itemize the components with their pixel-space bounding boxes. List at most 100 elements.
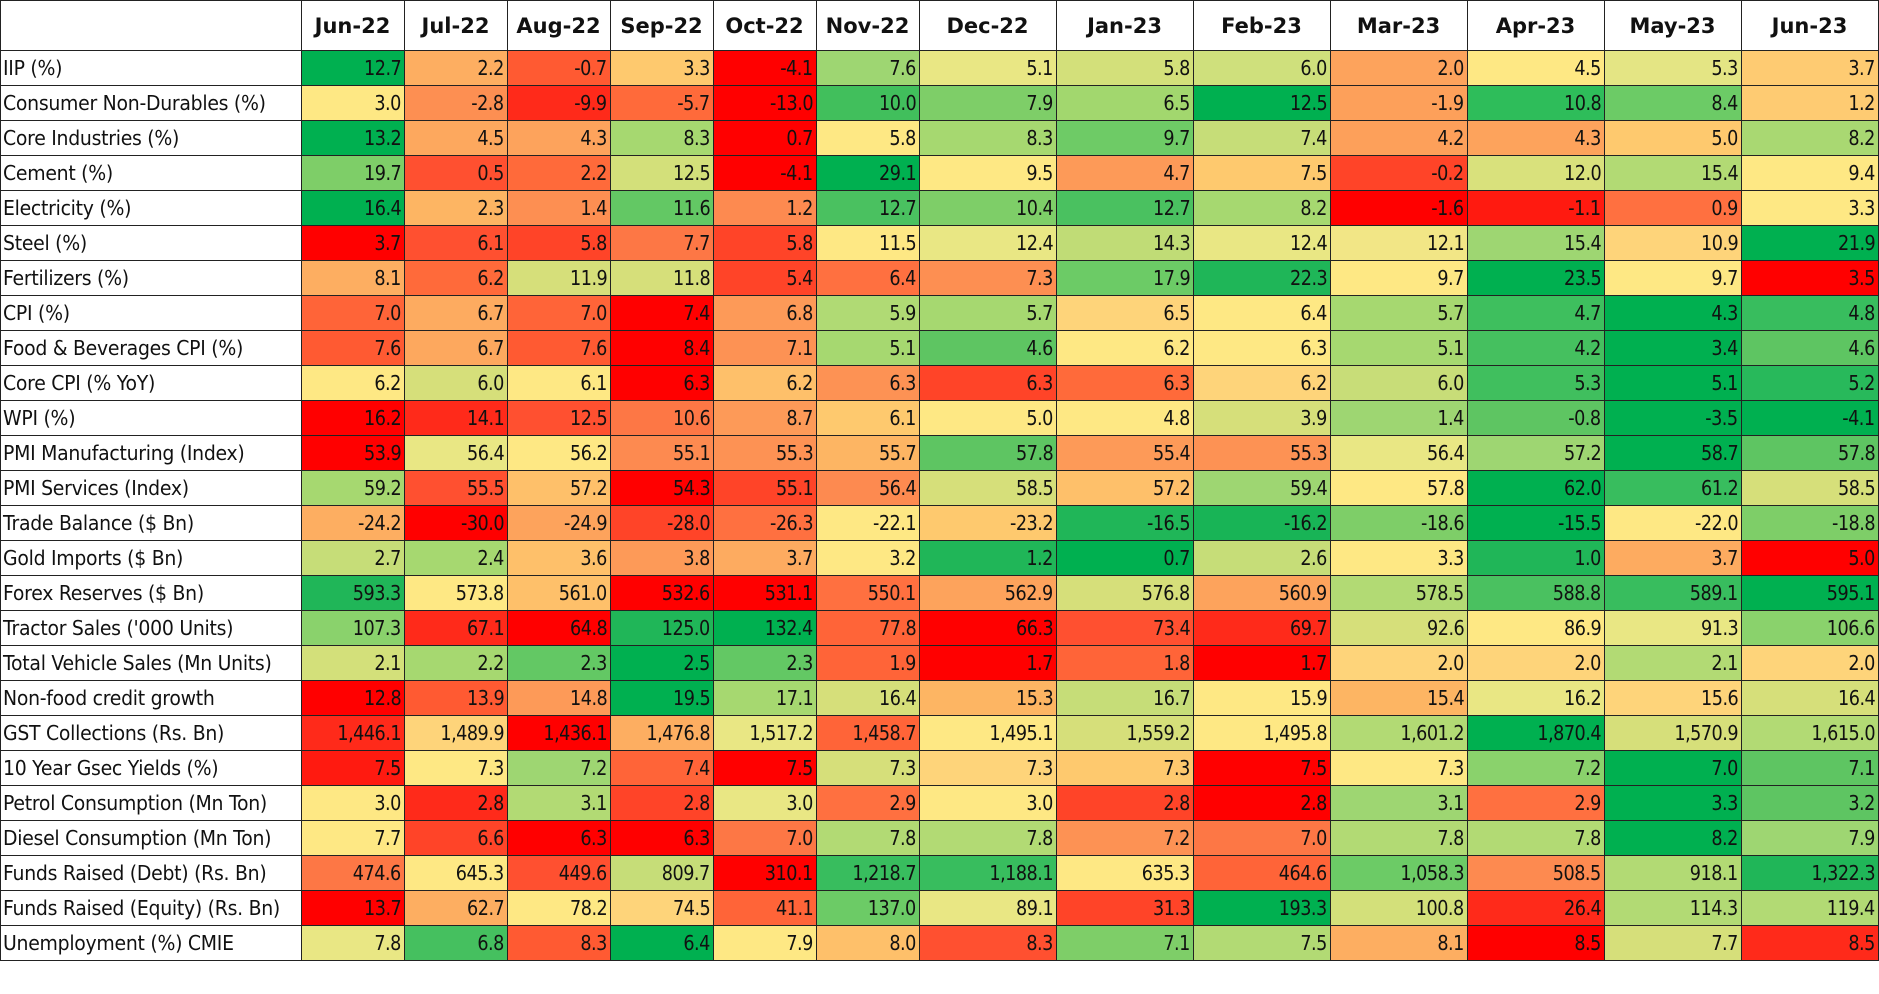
table-row: PMI Manufacturing (Index) 53.9 56.4 56.2 55.… xyxy=(0,435,1879,471)
column-header: Oct-22 xyxy=(713,0,817,51)
table-row: Funds Raised (Debt) (Rs. Bn) 474.6 645.3 44… xyxy=(0,855,1879,891)
value-cell: -0.7 xyxy=(507,50,611,86)
value-cell: -0.8 xyxy=(1467,400,1605,436)
value-cell: 74.5 xyxy=(610,890,714,926)
cell-value: 106.6 xyxy=(1827,616,1875,640)
cell-value: 7.0 xyxy=(1300,826,1328,850)
row-label-cell: Non-food credit growth xyxy=(0,680,302,716)
cell-value: 9.5 xyxy=(1026,161,1054,185)
cell-value: 6.3 xyxy=(580,826,608,850)
row-label: Petrol Consumption (Mn Ton) xyxy=(3,791,268,815)
cell-value: 4.7 xyxy=(1574,301,1602,325)
value-cell: 3.7 xyxy=(713,540,817,576)
value-cell: 6.1 xyxy=(507,365,611,401)
value-cell: 7.4 xyxy=(1193,120,1331,156)
value-cell: 73.4 xyxy=(1056,610,1194,646)
value-cell: 6.8 xyxy=(713,295,817,331)
value-cell: 1,570.9 xyxy=(1604,715,1742,751)
row-label: Gold Imports ($ Bn) xyxy=(3,546,184,570)
cell-value: 8.5 xyxy=(1574,931,1602,955)
value-cell: 57.2 xyxy=(1467,435,1605,471)
value-cell: 7.0 xyxy=(713,820,817,856)
cell-value: 5.8 xyxy=(786,231,814,255)
value-cell: 3.0 xyxy=(919,785,1057,821)
cell-value: 3.3 xyxy=(1848,196,1876,220)
cell-value: -16.5 xyxy=(1146,511,1191,535)
value-cell: -26.3 xyxy=(713,505,817,541)
value-cell: 6.1 xyxy=(816,400,920,436)
value-cell: 3.2 xyxy=(816,540,920,576)
value-cell: 7.5 xyxy=(1193,750,1331,786)
value-cell: 11.9 xyxy=(507,260,611,296)
cell-value: 3.6 xyxy=(580,546,608,570)
cell-value: 58.5 xyxy=(1837,476,1876,500)
value-cell: 12.8 xyxy=(301,680,405,716)
column-header: May-23 xyxy=(1604,0,1742,51)
value-cell: 464.6 xyxy=(1193,855,1331,891)
cell-value: 12.7 xyxy=(1152,196,1191,220)
row-label: 10 Year Gsec Yields (%) xyxy=(3,756,219,780)
value-cell: 193.3 xyxy=(1193,890,1331,926)
value-cell: 7.1 xyxy=(1741,750,1879,786)
row-label-cell: PMI Services (Index) xyxy=(0,470,302,506)
value-cell: 1,870.4 xyxy=(1467,715,1605,751)
value-cell: 1.8 xyxy=(1056,645,1194,681)
table-row: Food & Beverages CPI (%) 7.6 6.7 7.6 8.4 7.1 5… xyxy=(0,330,1879,366)
value-cell: 6.0 xyxy=(404,365,508,401)
table-header: Jun-22 Jul-22 Aug-22 Sep-22 Oct-22 Nov-22 Dec-… xyxy=(0,0,1879,51)
cell-value: 9.7 xyxy=(1163,126,1191,150)
value-cell: 7.4 xyxy=(610,295,714,331)
cell-value: 2.0 xyxy=(1437,651,1465,675)
row-label-cell: Tractor Sales ('000 Units) xyxy=(0,610,302,646)
cell-value: 8.2 xyxy=(1711,826,1739,850)
cell-value: 593.3 xyxy=(353,581,401,605)
cell-value: 107.3 xyxy=(353,616,401,640)
row-label-cell: Core CPI (% YoY) xyxy=(0,365,302,401)
cell-value: 7.8 xyxy=(889,826,917,850)
value-cell: 2.3 xyxy=(713,645,817,681)
cell-value: 5.3 xyxy=(1711,56,1739,80)
row-label: Funds Raised (Equity) (Rs. Bn) xyxy=(3,896,281,920)
value-cell: 7.3 xyxy=(1330,750,1468,786)
cell-value: 6.2 xyxy=(374,371,402,395)
value-cell: 10.6 xyxy=(610,400,714,436)
value-cell: 89.1 xyxy=(919,890,1057,926)
cell-value: 6.3 xyxy=(1163,371,1191,395)
cell-value: 7.3 xyxy=(1163,756,1191,780)
cell-value: 6.1 xyxy=(580,371,608,395)
value-cell: 14.3 xyxy=(1056,225,1194,261)
cell-value: 7.9 xyxy=(786,931,814,955)
value-cell: 58.5 xyxy=(1741,470,1879,506)
value-cell: 12.1 xyxy=(1330,225,1468,261)
value-cell: 7.4 xyxy=(610,750,714,786)
cell-value: 6.1 xyxy=(889,406,917,430)
cell-value: 15.4 xyxy=(1563,231,1602,255)
value-cell: 14.8 xyxy=(507,680,611,716)
cell-value: 15.4 xyxy=(1700,161,1739,185)
cell-value: 6.3 xyxy=(683,371,711,395)
value-cell: 6.4 xyxy=(816,260,920,296)
row-label-cell: Trade Balance ($ Bn) xyxy=(0,505,302,541)
value-cell: 645.3 xyxy=(404,855,508,891)
row-label: Food & Beverages CPI (%) xyxy=(3,336,244,360)
cell-value: 8.4 xyxy=(683,336,711,360)
cell-value: 2.8 xyxy=(477,791,505,815)
cell-value: 2.9 xyxy=(1574,791,1602,815)
cell-value: 6.7 xyxy=(477,336,505,360)
value-cell: -24.9 xyxy=(507,505,611,541)
value-cell: 8.3 xyxy=(919,120,1057,156)
cell-value: 3.3 xyxy=(1437,546,1465,570)
cell-value: 7.8 xyxy=(1574,826,1602,850)
value-cell: -4.1 xyxy=(713,155,817,191)
cell-value: -2.8 xyxy=(471,91,505,115)
row-label-cell: Diesel Consumption (Mn Ton) xyxy=(0,820,302,856)
cell-value: 0.7 xyxy=(1163,546,1191,570)
table-row: Steel (%) 3.7 6.1 5.8 7.7 5.8 11.5 12.4 14.3 12.4… xyxy=(0,225,1879,261)
table-row: Diesel Consumption (Mn Ton) 7.7 6.6 6.3 6.3 7… xyxy=(0,820,1879,856)
value-cell: 2.8 xyxy=(1193,785,1331,821)
cell-value: 5.2 xyxy=(1848,371,1876,395)
cell-value: 8.0 xyxy=(889,931,917,955)
row-label: Funds Raised (Debt) (Rs. Bn) xyxy=(3,861,267,885)
cell-value: 4.7 xyxy=(1163,161,1191,185)
cell-value: 3.0 xyxy=(374,91,402,115)
